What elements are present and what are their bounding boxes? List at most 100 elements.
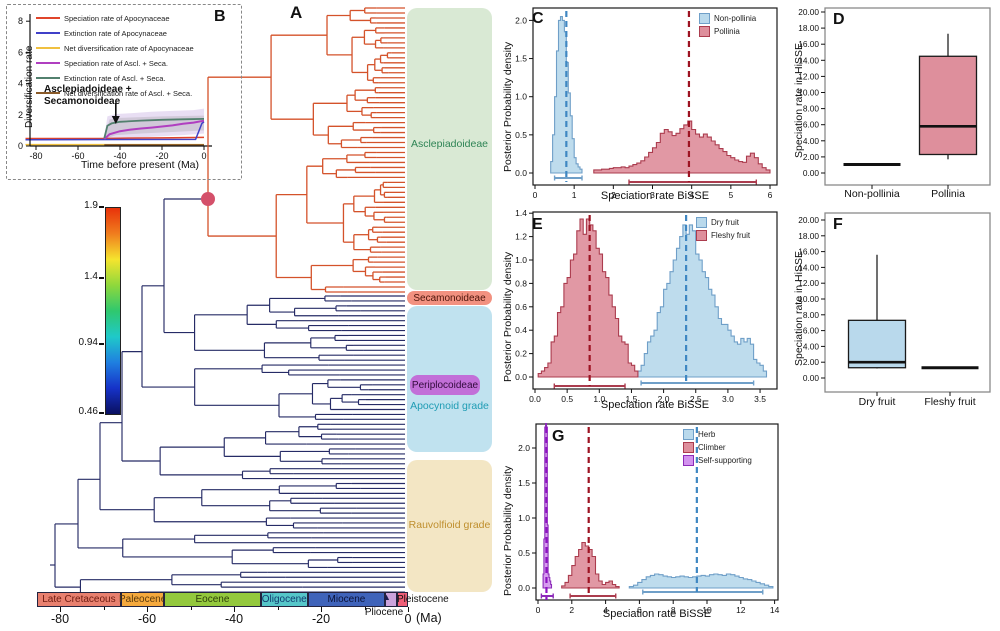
svg-text:0.00: 0.00 <box>803 168 820 178</box>
legend-label: Speciation rate of Apocynaceae <box>64 13 170 23</box>
timescale-segment: Eocene <box>164 592 261 607</box>
svg-text:2.00: 2.00 <box>803 357 820 367</box>
panel-d-ylabel: Speciation rate in HiSSE <box>793 43 805 158</box>
timescale-tick <box>408 607 409 612</box>
svg-text:2.0: 2.0 <box>658 394 670 404</box>
legend-swatch <box>683 428 694 440</box>
colorbar-tickmark <box>99 277 104 279</box>
svg-text:0: 0 <box>533 190 538 200</box>
legend-label: Net diversification rate of Apocynaceae <box>64 43 194 53</box>
svg-text:14.00: 14.00 <box>798 262 819 272</box>
svg-text:12.00: 12.00 <box>798 278 819 288</box>
legend-item: Extinction rate of Ascl. + Seca. <box>36 73 194 83</box>
panel-b-frame <box>6 4 242 180</box>
timescale-tick <box>234 607 235 612</box>
svg-text:20.00: 20.00 <box>798 215 819 225</box>
legend-line-swatch <box>36 92 60 94</box>
svg-text:-40: -40 <box>113 151 126 161</box>
timescale-tick <box>60 607 61 612</box>
panel-letter-b: B <box>214 8 226 25</box>
legend-item: Herb <box>683 428 752 440</box>
legend-line-swatch <box>36 17 60 19</box>
colorbar-tickmark <box>99 343 104 345</box>
svg-text:2: 2 <box>18 110 23 120</box>
legend-item: Net diversification rate of Apocynaceae <box>36 43 194 53</box>
colorbar-tickmark <box>99 412 104 414</box>
legend-label: Climber <box>698 442 726 452</box>
svg-text:1.4: 1.4 <box>515 208 527 218</box>
svg-text:18.00: 18.00 <box>798 231 819 241</box>
svg-text:0.2: 0.2 <box>515 349 527 359</box>
legend-item: Climber <box>683 441 752 453</box>
svg-text:0.4: 0.4 <box>515 325 527 335</box>
legend-item: Self-supporting <box>683 454 752 466</box>
legend-item: Pollinia <box>699 25 756 37</box>
svg-text:2.0: 2.0 <box>515 15 527 25</box>
svg-text:0.0: 0.0 <box>529 394 541 404</box>
svg-text:1.5: 1.5 <box>518 478 530 488</box>
panel-e-ylabel: Posterior Probability density <box>502 251 514 382</box>
timescale-segment: Late Cretaceous <box>36 592 121 607</box>
svg-text:0.0: 0.0 <box>515 168 527 178</box>
timescale-segment: Paleocene <box>119 592 167 607</box>
legend-label: Net diversification rate of Ascl. + Seca… <box>64 88 193 98</box>
svg-text:16.00: 16.00 <box>798 39 819 49</box>
svg-text:10: 10 <box>702 605 712 615</box>
svg-text:4: 4 <box>18 79 23 89</box>
svg-text:2.0: 2.0 <box>518 443 530 453</box>
svg-text:4: 4 <box>603 605 608 615</box>
svg-text:3.5: 3.5 <box>754 394 766 404</box>
panel-d-cat-1: Non-pollinia <box>844 188 900 200</box>
timescale-minor-tick <box>364 607 366 610</box>
pleistocene-label: Pleistocene <box>397 594 449 605</box>
svg-text:18.00: 18.00 <box>798 23 819 33</box>
timescale-tick-label: -80 <box>50 612 70 626</box>
panel-f-cat-1: Dry fruit <box>858 396 896 408</box>
legend-item: Fleshy fruit <box>696 229 750 241</box>
svg-text:-60: -60 <box>71 151 84 161</box>
legend-item: Non-pollinia <box>699 12 757 24</box>
panel-letter-e: E <box>532 216 543 233</box>
svg-text:0: 0 <box>18 141 23 151</box>
rate-colorbar <box>105 207 121 415</box>
svg-text:8: 8 <box>671 605 676 615</box>
timescale-segment: Oligocene <box>260 592 308 607</box>
clade-label-apocynoid: Apocynoid grade <box>410 400 489 412</box>
svg-text:4.00: 4.00 <box>803 136 820 146</box>
legend-label: Speciation rate of Ascl. + Seca. <box>64 58 169 68</box>
svg-text:0.0: 0.0 <box>515 372 527 382</box>
legend-item: Dry fruit <box>696 216 750 228</box>
clade-label-asclepiadoideae: Asclepiadoideae <box>410 138 489 150</box>
svg-text:0.8: 0.8 <box>515 278 527 288</box>
pliocene-callout: Pliocene <box>364 607 404 618</box>
svg-text:14.00: 14.00 <box>798 55 819 65</box>
legend-item: Speciation rate of Ascl. + Seca. <box>36 58 194 68</box>
svg-text:2: 2 <box>569 605 574 615</box>
panel-letter-c: C <box>532 10 544 27</box>
panel-g-legend: Herb Climber Self-supporting <box>683 428 752 466</box>
svg-text:14: 14 <box>770 605 780 615</box>
panel-letter-a: A <box>290 3 303 22</box>
colorbar-tick-3: 0.94 <box>78 337 98 348</box>
annotation-line2: Secamonoideae <box>44 96 121 107</box>
svg-text:-20: -20 <box>155 151 168 161</box>
svg-text:1.2: 1.2 <box>515 232 527 242</box>
legend-item: Speciation rate of Apocynaceae <box>36 13 194 23</box>
panel-letter-g: G <box>552 428 565 445</box>
svg-text:1.0: 1.0 <box>593 394 605 404</box>
colorbar-tick-1: 1.9 <box>84 200 98 211</box>
panel-e-xlabel: Speciation rate BiSSE <box>600 399 710 411</box>
panel-b-xlabel: Time before present (Ma) <box>80 159 200 171</box>
panel-letter-f: F <box>833 216 843 233</box>
legend-swatch <box>696 216 707 228</box>
legend-label: Non-pollinia <box>714 13 757 23</box>
timescale-segment: Miocene <box>307 592 385 607</box>
svg-text:1.0: 1.0 <box>518 513 530 523</box>
legend-swatch <box>696 229 707 241</box>
panel-letter-d: D <box>833 11 845 28</box>
panel-e-legend: Dry fruit Fleshy fruit <box>696 216 750 241</box>
legend-label: Dry fruit <box>711 217 739 227</box>
pliocene-arrow-icon: ▲ <box>382 592 391 602</box>
timescale-minor-tick <box>190 607 192 610</box>
